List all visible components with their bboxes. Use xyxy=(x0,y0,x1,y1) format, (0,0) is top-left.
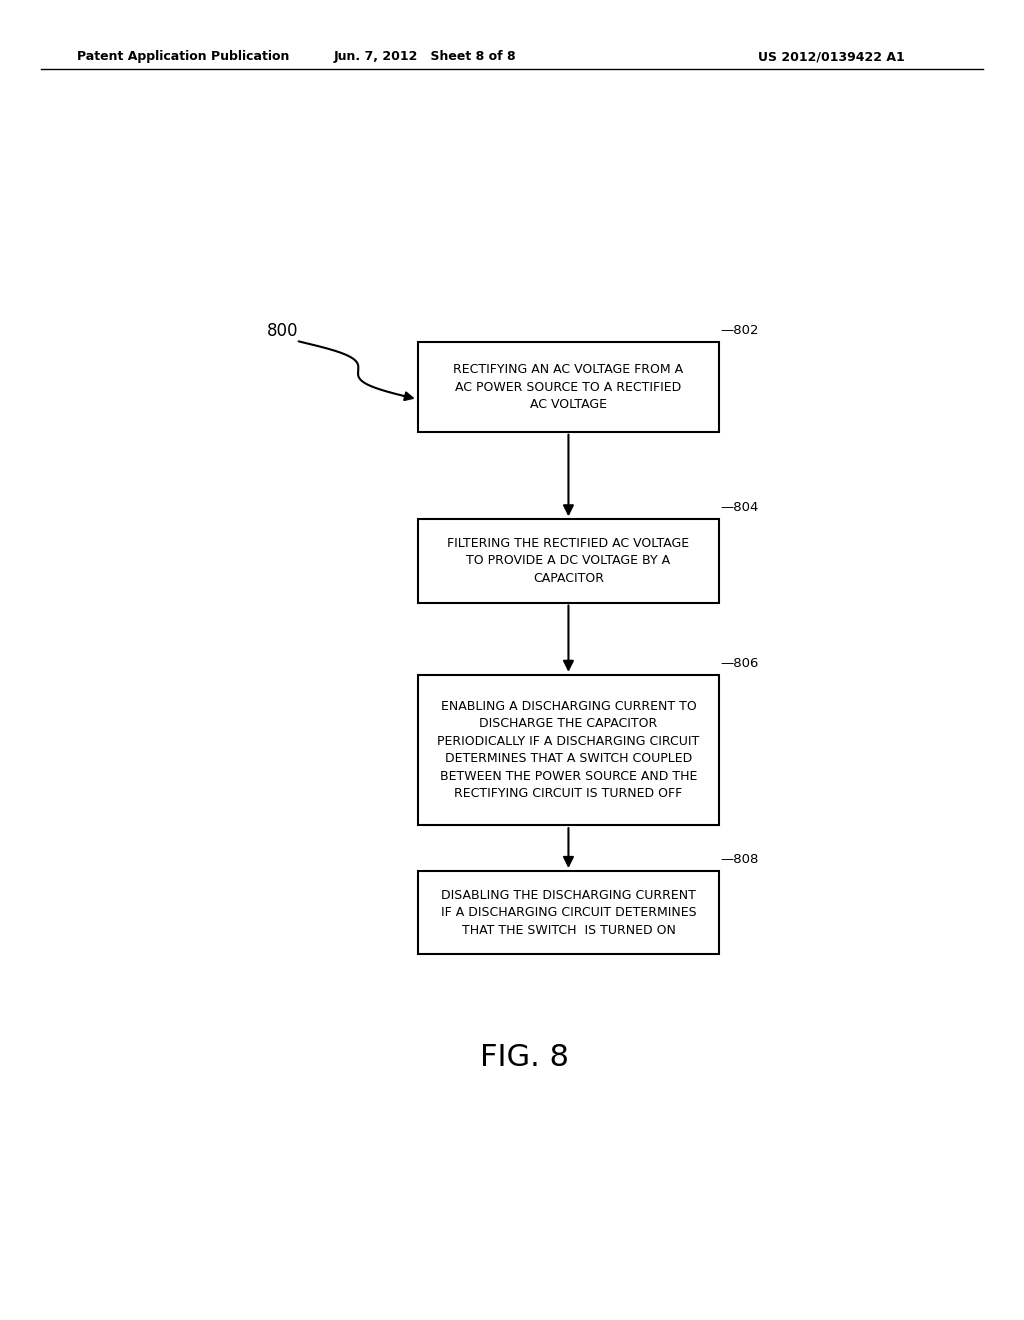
Text: FILTERING THE RECTIFIED AC VOLTAGE
TO PROVIDE A DC VOLTAGE BY A
CAPACITOR: FILTERING THE RECTIFIED AC VOLTAGE TO PR… xyxy=(447,537,689,585)
Bar xyxy=(418,342,719,432)
Text: US 2012/0139422 A1: US 2012/0139422 A1 xyxy=(758,50,904,63)
Text: —808: —808 xyxy=(721,853,759,866)
Text: —804: —804 xyxy=(721,502,759,515)
Text: ENABLING A DISCHARGING CURRENT TO
DISCHARGE THE CAPACITOR
PERIODICALLY IF A DISC: ENABLING A DISCHARGING CURRENT TO DISCHA… xyxy=(437,700,699,800)
Text: FIG. 8: FIG. 8 xyxy=(480,1043,569,1072)
Text: DISABLING THE DISCHARGING CURRENT
IF A DISCHARGING CIRCUIT DETERMINES
THAT THE S: DISABLING THE DISCHARGING CURRENT IF A D… xyxy=(440,888,696,937)
Text: Patent Application Publication: Patent Application Publication xyxy=(77,50,289,63)
Bar xyxy=(418,675,719,825)
Text: 800: 800 xyxy=(267,322,298,341)
Text: Jun. 7, 2012   Sheet 8 of 8: Jun. 7, 2012 Sheet 8 of 8 xyxy=(334,50,516,63)
Text: —802: —802 xyxy=(721,325,760,338)
Text: RECTIFYING AN AC VOLTAGE FROM A
AC POWER SOURCE TO A RECTIFIED
AC VOLTAGE: RECTIFYING AN AC VOLTAGE FROM A AC POWER… xyxy=(454,363,683,411)
Text: —806: —806 xyxy=(721,656,759,669)
Bar xyxy=(418,519,719,602)
Bar xyxy=(418,871,719,954)
